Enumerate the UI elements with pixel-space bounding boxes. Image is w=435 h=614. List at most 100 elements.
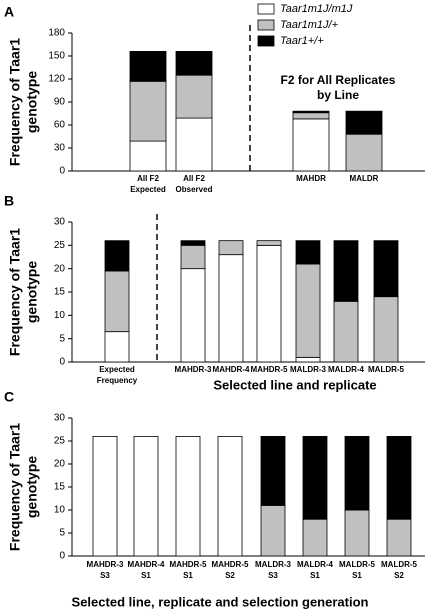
y-tick-label: 180 (48, 28, 65, 39)
x-tick-label: MALDR (350, 174, 379, 183)
x-tick-label: All F2 (137, 174, 159, 183)
y-tick-label: 10 (54, 505, 66, 516)
bar-segment (373, 240, 399, 298)
x-tick-label: MAHDR-5 (251, 365, 288, 374)
bar-segment (180, 240, 206, 246)
x-tick-label: S2 (394, 571, 404, 580)
x-tick-label: MAHDR-5 (212, 560, 249, 569)
bar-segment (344, 509, 370, 557)
bar-segment (217, 435, 243, 557)
x-tick-label: MAHDR-3 (87, 560, 124, 569)
bar-segment (129, 80, 167, 142)
bar-segment (180, 268, 206, 363)
bar-segment (104, 331, 130, 363)
bar-segment (218, 240, 244, 256)
y-tick-label: 15 (54, 287, 66, 298)
bar-segment (175, 51, 213, 76)
legend-label: Taar1+/+ (280, 35, 324, 47)
legend-swatch (257, 3, 275, 15)
x-tick-label: MAHDR (296, 174, 326, 183)
x-tick-label: MAHDR-3 (175, 365, 212, 374)
y-axis-label: Frequency of Taar1 (7, 38, 23, 166)
bar-segment (256, 244, 282, 363)
x-tick-label: Frequency (97, 376, 138, 385)
x-tick-label: S1 (352, 571, 362, 580)
y-tick-label: 20 (54, 459, 66, 470)
x-tick-label: S1 (310, 571, 320, 580)
bar-segment (386, 435, 412, 520)
y-tick-label: 0 (59, 357, 65, 368)
bar-segment (133, 435, 159, 557)
panel-label: C (4, 389, 14, 405)
legend-swatch (257, 19, 275, 31)
panel-label: B (4, 193, 14, 209)
bar-segment (260, 435, 286, 506)
bar-segment (302, 518, 328, 557)
x-tick-label: S1 (183, 571, 193, 580)
bar-segment (345, 110, 383, 135)
bar-segment (92, 435, 118, 557)
y-tick-label: 5 (59, 528, 65, 539)
x-tick-label: S3 (100, 571, 110, 580)
y-tick-label: 60 (54, 120, 66, 131)
y-axis-label: Frequency of Taar1 (7, 423, 23, 551)
x-axis-label: Selected line, replicate and selection g… (72, 594, 369, 609)
x-tick-label: MALDR-5 (368, 365, 405, 374)
x-tick-label: MALDR-4 (297, 560, 334, 569)
bar-segment (295, 263, 321, 358)
y-tick-label: 30 (54, 413, 66, 424)
x-tick-label: MALDR-4 (328, 365, 365, 374)
bar-segment (292, 118, 330, 172)
y-tick-label: 30 (54, 217, 66, 228)
y-axis-label: genotype (24, 261, 40, 323)
y-tick-label: 25 (54, 240, 66, 251)
x-tick-label: MALDR-3 (290, 365, 327, 374)
y-tick-label: 120 (48, 74, 65, 85)
bar-segment (218, 254, 244, 363)
x-tick-label: MALDR-5 (339, 560, 376, 569)
x-tick-label: MAHDR-4 (213, 365, 250, 374)
bar-segment (175, 435, 201, 557)
bar-segment (256, 240, 282, 246)
x-tick-label: Observed (176, 185, 213, 194)
bar-segment (345, 133, 383, 172)
bar-segment (292, 112, 330, 120)
bar-segment (129, 140, 167, 172)
y-axis-label: genotype (24, 71, 40, 133)
panel-label: A (4, 4, 14, 20)
y-tick-label: 5 (59, 333, 65, 344)
bar-segment (295, 356, 321, 363)
bar-segment (295, 240, 321, 265)
y-tick-label: 25 (54, 436, 66, 447)
bar-segment (175, 74, 213, 119)
x-tick-label: MALDR-3 (255, 560, 292, 569)
bar-segment (386, 518, 412, 557)
legend-label: Taar1m1J/+ (280, 19, 339, 31)
x-tick-label: Expected (99, 365, 135, 374)
bar-segment (333, 300, 359, 363)
bar-segment (292, 110, 330, 114)
bar-segment (180, 244, 206, 270)
annotation: F2 for All Replicates (281, 73, 396, 87)
bar-segment (175, 117, 213, 172)
x-axis-label: Selected line and replicate (213, 377, 376, 392)
bar-segment (373, 296, 399, 363)
bar-segment (333, 240, 359, 302)
x-tick-label: S1 (141, 571, 151, 580)
x-tick-label: MALDR-5 (381, 560, 418, 569)
y-tick-label: 90 (54, 97, 66, 108)
x-tick-label: MAHDR-4 (128, 560, 165, 569)
bar-segment (104, 240, 130, 272)
x-tick-label: MAHDR-5 (170, 560, 207, 569)
legend-label: Taar1m1J/m1J (280, 3, 353, 15)
x-tick-label: S2 (225, 571, 235, 580)
y-axis-label: Frequency of Taar1 (7, 228, 23, 356)
y-tick-label: 30 (54, 143, 66, 154)
y-tick-label: 0 (59, 551, 65, 562)
bar-segment (129, 51, 167, 82)
y-tick-label: 10 (54, 310, 66, 321)
bar-segment (260, 504, 286, 557)
annotation: by Line (317, 88, 359, 102)
x-tick-label: All F2 (183, 174, 205, 183)
y-axis-label: genotype (24, 456, 40, 518)
